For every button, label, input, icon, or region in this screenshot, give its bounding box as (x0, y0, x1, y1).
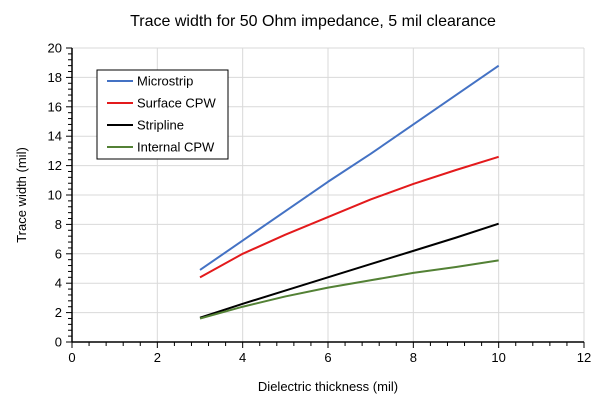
x-tick-label: 8 (410, 350, 417, 365)
legend-label: Internal CPW (137, 140, 215, 155)
y-axis-label: Trace width (mil) (14, 147, 29, 243)
y-tick-label: 8 (55, 217, 62, 232)
legend-box (96, 69, 229, 160)
x-tick-label: 12 (577, 350, 591, 365)
legend: Microstrip Surface CPW Stripline Internal C… (96, 69, 229, 160)
x-tick-label: 4 (239, 350, 246, 365)
legend-label: Microstrip (137, 74, 193, 89)
series-line-internal-cpw (199, 259, 499, 320)
x-tick-label: 0 (68, 350, 75, 365)
chart-title: Trace width for 50 Ohm impedance, 5 mil … (130, 13, 496, 30)
series-line-surface-cpw (199, 155, 499, 279)
tick-labels: 0 2 4 6 8 10 12 0 2 4 6 8 10 12 14 16 18 20 (48, 41, 592, 366)
y-tick-label: 10 (48, 188, 62, 203)
x-tick-label: 6 (324, 350, 331, 365)
x-axis-label: Dielectric thickness (mil) (258, 379, 398, 394)
legend-label: Stripline (137, 118, 184, 133)
series-line-microstrip (199, 64, 500, 271)
y-tick-label: 4 (55, 276, 62, 291)
y-tick-label: 0 (55, 335, 62, 350)
x-tick-label: 2 (154, 350, 161, 365)
axes (66, 47, 585, 348)
y-tick-label: 6 (55, 246, 62, 261)
series-lines (199, 64, 500, 320)
y-tick-label: 18 (48, 70, 62, 85)
y-tick-label: 16 (48, 99, 62, 114)
legend-label: Surface CPW (137, 96, 216, 111)
y-tick-label: 14 (48, 129, 62, 144)
y-tick-label: 20 (48, 41, 62, 56)
y-tick-label: 2 (55, 305, 62, 320)
y-tick-label: 12 (48, 158, 62, 173)
x-tick-label: 10 (491, 350, 505, 365)
series-line-stripline (199, 222, 499, 319)
